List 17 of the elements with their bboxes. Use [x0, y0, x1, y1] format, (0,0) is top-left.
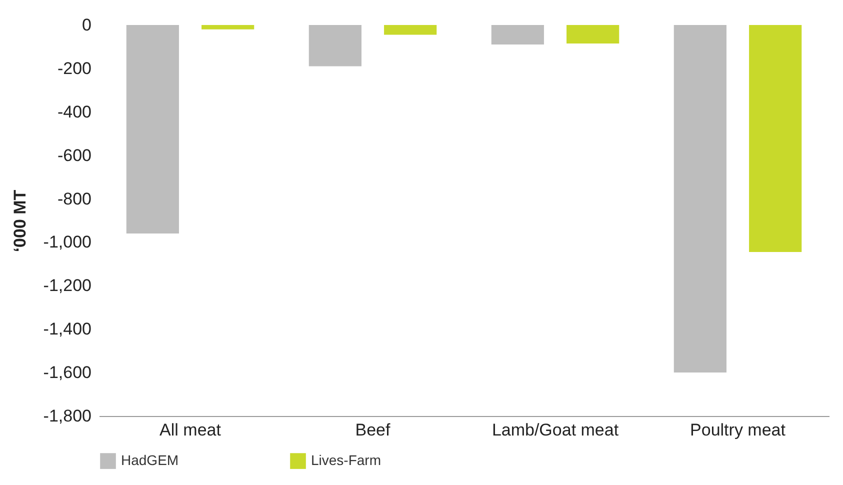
x-tick-label: Poultry meat: [690, 420, 786, 440]
y-tick-label: -400: [57, 102, 92, 122]
y-tick-label: -1,400: [43, 320, 92, 339]
y-tick-label: 0: [82, 16, 92, 34]
legend-label: Lives-Farm: [311, 452, 382, 468]
y-axis-title: ‘000 MT: [10, 189, 30, 252]
y-tick-label: -600: [57, 146, 92, 165]
legend-label: HadGEM: [121, 452, 179, 468]
x-tick-label: All meat: [160, 420, 222, 440]
y-tick-label: -1,200: [43, 276, 92, 296]
x-tick-label: Beef: [355, 420, 391, 440]
x-tick-label: Lamb/Goat meat: [492, 420, 619, 440]
y-tick-label: -1,800: [43, 406, 92, 426]
y-tick-label: -1,000: [43, 232, 92, 252]
y-tick-label: -800: [57, 189, 92, 208]
y-tick-label: -1,600: [43, 363, 92, 382]
y-tick-label: -200: [57, 58, 92, 78]
